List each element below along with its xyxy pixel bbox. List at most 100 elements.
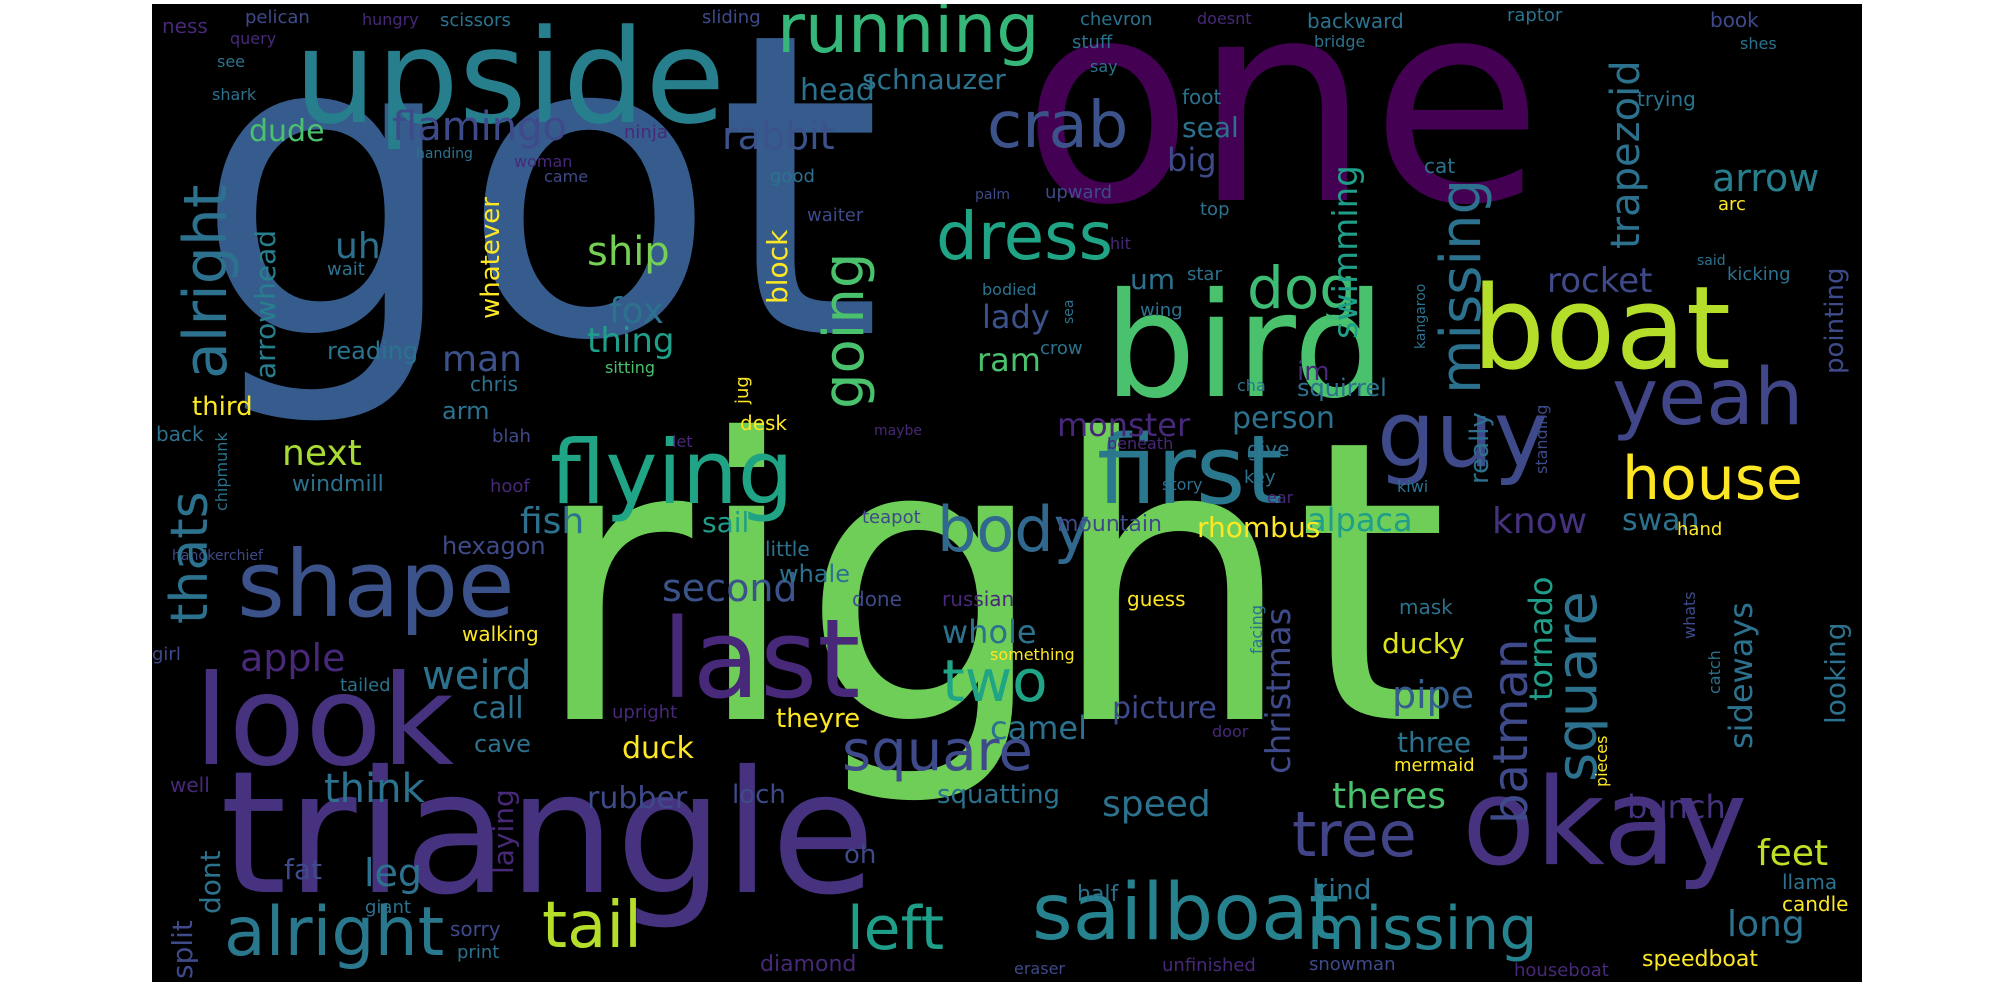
- word-eraser: eraser: [1014, 959, 1065, 978]
- word-wing: wing: [1140, 300, 1183, 321]
- word-maybe: maybe: [874, 423, 923, 439]
- word-diamond: diamond: [760, 952, 857, 977]
- word-russian: russian: [942, 587, 1015, 611]
- word-ok: square: [842, 719, 1033, 784]
- word-squatting: squatting: [937, 780, 1061, 810]
- word-really: really: [1465, 412, 1495, 484]
- word-chris: chris: [470, 372, 518, 396]
- word-loch: loch: [732, 780, 786, 810]
- word-speedboat: speedboat: [1642, 947, 1758, 972]
- word-block: block: [761, 229, 794, 304]
- word-ness: ness: [162, 14, 208, 38]
- word-wait: wait: [327, 259, 365, 280]
- word-waiter: waiter: [807, 205, 864, 226]
- word-stuff: stuff: [1072, 32, 1113, 53]
- word-sorry: sorry: [450, 917, 501, 941]
- word-star: star: [1187, 264, 1222, 285]
- word-flying: flying: [550, 421, 794, 524]
- word-swimming: swimming: [1326, 165, 1366, 339]
- word-rubber: rubber: [587, 781, 688, 816]
- word-seal: seal: [1182, 111, 1239, 144]
- word-candle: candle: [1782, 892, 1849, 916]
- word-shape: shape: [237, 531, 515, 638]
- word-theres: theres: [1332, 776, 1446, 817]
- word-see: see: [217, 52, 246, 71]
- word-giant: giant: [365, 897, 411, 918]
- word-apple: apple: [240, 636, 346, 680]
- word-girl: girl: [152, 644, 181, 665]
- word-pipe: pipe: [1392, 673, 1475, 717]
- word-houseboat: houseboat: [1514, 960, 1609, 981]
- word-long: long: [1727, 904, 1805, 945]
- word-bridge: bridge: [1314, 32, 1366, 51]
- word-lady: lady: [982, 298, 1050, 336]
- word-key: key: [1244, 467, 1276, 488]
- word-back: back: [156, 422, 204, 446]
- word-jug: jug: [732, 376, 753, 404]
- word-weird: weird: [422, 653, 532, 699]
- word-bodied: bodied: [982, 280, 1037, 299]
- word-know: know: [1492, 501, 1588, 542]
- word-alpaca: alpaca: [1307, 501, 1413, 539]
- word-handing: handing: [416, 146, 473, 162]
- word-hungry: hungry: [362, 10, 419, 29]
- word-kiwi: kiwi: [1397, 477, 1429, 496]
- word-bird: bird: [1104, 262, 1386, 431]
- word-let: let: [672, 432, 693, 451]
- word-leg: leg: [364, 851, 423, 895]
- word-call: call: [472, 691, 524, 726]
- word-head: head: [800, 73, 875, 108]
- word-pelican: pelican: [245, 7, 310, 28]
- word-look: look: [194, 649, 455, 794]
- word-rhombus: rhombus: [1197, 511, 1321, 544]
- word-cat: cat: [1424, 154, 1456, 178]
- word-im: im: [1297, 357, 1330, 387]
- word-left: tail: [542, 889, 642, 963]
- word-dude: dude: [249, 114, 325, 149]
- word-arm: arm: [442, 397, 490, 425]
- word-got: got: [194, 4, 883, 433]
- word-one: one: [1022, 4, 1544, 267]
- word-fox: fox: [609, 291, 664, 332]
- word-shes: shes: [1740, 34, 1777, 53]
- word-whole: whole: [942, 613, 1037, 651]
- word-whatever: whatever: [476, 197, 506, 319]
- word-guy: guy: [1377, 381, 1549, 488]
- word-feet: feet: [1757, 833, 1829, 874]
- word-triangle: triangle: [220, 735, 876, 933]
- word-done: done: [852, 587, 902, 611]
- word-doesnt: doesnt: [1197, 9, 1252, 28]
- word-whats: whats: [1680, 591, 1699, 639]
- word-monster: monster: [1057, 406, 1191, 444]
- word-sideways: sideways: [1722, 602, 1760, 749]
- word-rabbit: rabbit: [722, 114, 835, 158]
- word-laying: laying: [487, 789, 520, 874]
- word-beneath: beneath: [1107, 434, 1174, 453]
- word-yeah: yeah: [1612, 353, 1804, 443]
- word-say: say: [1090, 57, 1118, 76]
- word-sliding: sliding: [702, 7, 761, 28]
- word-chipmunk: chipmunk: [212, 432, 231, 511]
- word-tail: dress: [936, 198, 1113, 275]
- word-pointing: pointing: [1820, 267, 1850, 374]
- word-kind: kind: [1312, 873, 1372, 906]
- word-think: think: [324, 766, 425, 812]
- word-upside: upside: [294, 4, 726, 153]
- word-cha: cha: [1237, 376, 1266, 395]
- word-flamingo: flamingo: [392, 104, 567, 150]
- word-person: person: [1232, 401, 1335, 436]
- word-mountain: mountain: [1057, 512, 1162, 537]
- word-standing: standing: [1532, 404, 1551, 474]
- word-print: print: [457, 942, 500, 963]
- word-walking: walking: [462, 622, 539, 646]
- word-second: second: [662, 566, 798, 610]
- word-give: give: [1247, 437, 1290, 461]
- word-running: running: [777, 4, 1040, 69]
- word-cloud: got right one triangle upside bird boat …: [152, 4, 1862, 982]
- word-side: dog: [1247, 254, 1357, 322]
- word-sail: sail: [702, 506, 750, 539]
- word-crab: crab: [987, 89, 1129, 163]
- word-schnauzer: schnauzer: [862, 63, 1006, 96]
- word-pieces: pieces: [1592, 735, 1611, 787]
- word-hand: hand: [1677, 519, 1723, 540]
